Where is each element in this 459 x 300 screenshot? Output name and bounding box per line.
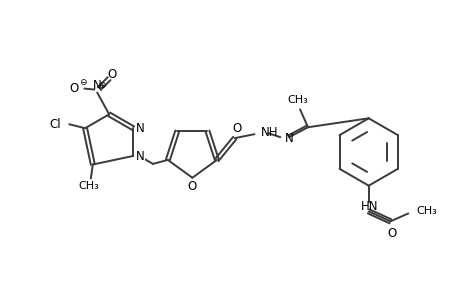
Text: CH₃: CH₃ (415, 206, 436, 216)
Text: Cl: Cl (50, 118, 61, 131)
Text: CH₃: CH₃ (287, 95, 308, 106)
Text: O: O (69, 82, 78, 95)
Text: NH: NH (260, 126, 277, 139)
Text: ⊖: ⊖ (79, 78, 87, 87)
Text: HN: HN (360, 200, 378, 213)
Text: O: O (107, 68, 117, 81)
Text: O: O (187, 180, 196, 193)
Text: N: N (93, 79, 101, 92)
Text: N: N (285, 132, 293, 145)
Text: N: N (136, 122, 145, 135)
Text: N: N (136, 150, 145, 164)
Text: ⊕: ⊕ (98, 81, 106, 90)
Text: CH₃: CH₃ (78, 181, 99, 191)
Text: O: O (231, 122, 241, 135)
Text: O: O (387, 227, 396, 240)
